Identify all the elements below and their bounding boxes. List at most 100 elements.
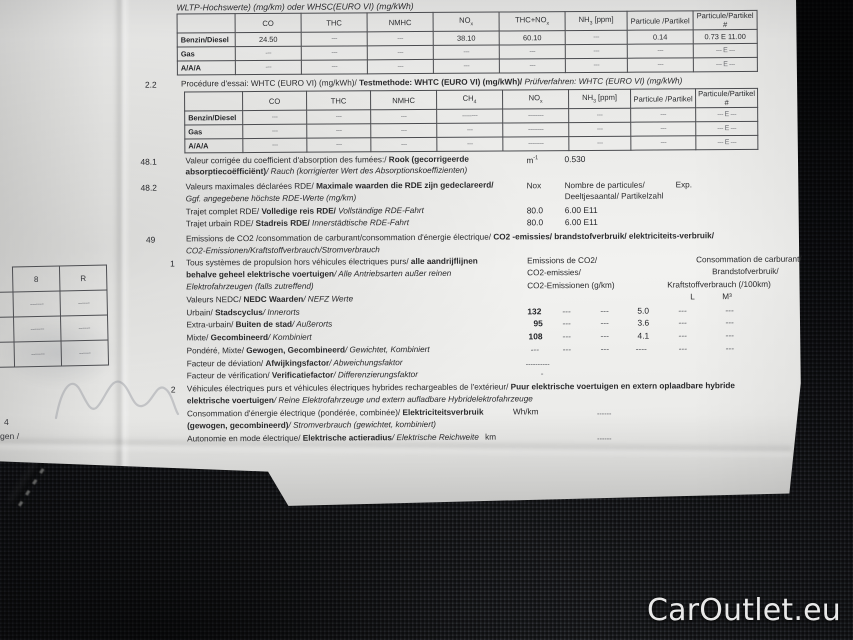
- row-label-aaa: A/A/A: [177, 60, 236, 75]
- cell: --- E ---: [693, 43, 758, 58]
- label-de: / Rauch (korrigierter Wert des Absorptio…: [266, 165, 468, 176]
- head-fuel-de: Kraftstoffverbrauch (/100km): [667, 279, 771, 290]
- cell: --------: [502, 122, 569, 137]
- cell: ---: [367, 59, 434, 74]
- fragment-col-b: 8: [12, 266, 60, 292]
- row-label-aaa: A/A/A: [184, 138, 243, 153]
- label-fr: Valeur corrigée du coefficient d'absorpt…: [185, 155, 389, 166]
- title-de: Prüfverfahren: WHTC (EURO VI) (mg/kWh): [524, 76, 683, 87]
- cell: ---: [436, 136, 503, 152]
- label-fr: Emissions de CO2 /consommation de carbur…: [185, 232, 494, 244]
- cell: ---: [630, 107, 696, 123]
- section-number-48-1: 48.1: [140, 156, 157, 167]
- cell: 38.10: [433, 31, 500, 46]
- label-nl: CO2 -emissies/ brandstofverbruik/ elektr…: [493, 231, 715, 242]
- col-particule-num: Particule/Partikel #: [695, 88, 758, 108]
- unit-absorption: m-1: [526, 155, 538, 166]
- rde-row-urban: Trajet urbain RDE/ Stadreis RDE/ Innerst…: [185, 218, 409, 229]
- section-number-49: 49: [145, 234, 156, 245]
- row-extra-urban-label: Extra-urbain/ Buiten de stad/ Außerorts: [186, 320, 332, 331]
- subsection-number-2: 2: [170, 384, 176, 395]
- label-nl: (gewogen, gecombineerd): [187, 420, 289, 431]
- label-nl2: absorptiecoëfficiënt): [185, 166, 267, 177]
- cell: 60.10: [499, 30, 566, 46]
- cell: --- E ---: [695, 135, 758, 150]
- label-nl: Rook (gecorrigeerde: [388, 154, 469, 165]
- cell: ---: [568, 108, 631, 123]
- watermark-caroutlet: CarOutlet.eu: [646, 593, 841, 628]
- value-verification-factor: -: [540, 369, 544, 379]
- head-co2-de: CO2-Emissionen (g/km): [527, 280, 615, 291]
- sub1-nedc-line: Valeurs NEDC/ NEDC Waarden/ NEFZ Werte: [186, 294, 353, 305]
- left-fragment-stub-number: 4: [4, 417, 9, 427]
- rde-full-nox: 80.0: [526, 205, 544, 216]
- value-co2-weighted: ---: [530, 344, 540, 355]
- label-fr: Autonomie en mode électrique/: [187, 433, 303, 444]
- value-co2c-extra-urban: ---: [600, 317, 609, 328]
- cell: -------: [13, 316, 62, 342]
- cell: ---: [306, 123, 371, 139]
- row-deviation-factor-label: Facteur de déviation/ Afwijkingsfactor/ …: [187, 358, 403, 369]
- cell: ---: [370, 109, 437, 124]
- cell: ------: [59, 290, 108, 317]
- label-nl: Gewogen, Gecombineerd: [246, 345, 345, 356]
- row-weighted-mixed-label: Pondéré, Mixte/ Gewogen, Gecombineerd/ G…: [186, 345, 430, 356]
- label-nl: Elektrische actieradius: [302, 433, 392, 443]
- cell: ---: [367, 45, 434, 60]
- value-electric-range: ------: [597, 433, 612, 443]
- cell: ---: [433, 45, 500, 60]
- row-urban-label: Urbain/ Stadscyclus/ Innerorts: [186, 308, 299, 319]
- unit-exponent: -1: [533, 155, 539, 162]
- col-nh3: NH3 [ppm]: [565, 11, 628, 31]
- cell: --- E ---: [695, 107, 758, 122]
- value-co2-extra-urban: 95: [533, 318, 543, 329]
- cell: ---: [306, 109, 371, 125]
- unit-wh-per-km: Wh/km: [512, 407, 539, 417]
- value-co2b-weighted: ---: [562, 344, 572, 355]
- cell: ---: [370, 137, 437, 152]
- table-header-row: 8 R: [0, 265, 107, 293]
- cell: ------: [61, 340, 109, 366]
- label-nl: Elektriciteitsverbruik: [402, 407, 484, 418]
- label-fr: Valeurs NEDC/: [186, 295, 244, 305]
- value-x-weighted: ---: [725, 343, 735, 354]
- rde-urban-nox: 80.0: [526, 217, 544, 228]
- head-co2-fr: Emissions de CO2/: [527, 255, 598, 266]
- cell: ---: [627, 43, 694, 59]
- label-de: / Differenzierungsfaktor: [333, 370, 418, 380]
- fragment-col-r: R: [59, 265, 107, 292]
- sub1-line3-de: Elektrofahrzeugen (falls zutreffend): [186, 281, 314, 292]
- table-row: A/A/A --- --- --- --- --- --- --- --- E …: [177, 57, 758, 75]
- label-fr: Pondéré, Mixte/: [186, 346, 247, 356]
- rde-row-full: Trajet complet RDE/ Volledige reis RDE/ …: [186, 206, 424, 217]
- value-deviation-factor: ----------: [525, 359, 550, 369]
- title-nl: Testmethode: WHTC (EURO VI) (mg/kWh)/: [359, 77, 525, 88]
- table-whtc: CO THC NMHC CH4 NOx NH3 [ppm] Particule …: [184, 88, 758, 154]
- label-fr: Véhicules électriques purs et véhicules …: [186, 382, 511, 394]
- label-fr: Trajet urbain RDE/: [185, 219, 256, 229]
- cell: ------: [60, 315, 109, 342]
- subsection-number-1: 1: [170, 258, 175, 269]
- cell: ---: [242, 110, 307, 125]
- col-thc-nox: THC+NOx: [499, 11, 566, 32]
- cell: ---: [565, 44, 628, 59]
- value-m3-urban: ---: [678, 305, 687, 316]
- value-x-urban: ---: [725, 305, 734, 316]
- heading-wltp: WLTP-Hochswerte) (mg/km) oder WHSC(EURO …: [176, 1, 414, 13]
- cell: ---: [627, 57, 694, 73]
- value-co2b-extra-urban: ---: [562, 318, 571, 329]
- col-nmhc: NMHC: [370, 90, 437, 110]
- col-nh3: NH3 [ppm]: [568, 89, 631, 109]
- cell: -------: [14, 341, 62, 367]
- label-nl: NEDC Waarden: [243, 294, 304, 305]
- value-x-extra-urban: ---: [725, 317, 734, 328]
- cell: ---: [565, 58, 628, 73]
- row-label-benzin-diesel: Benzin/Diesel: [184, 110, 243, 125]
- left-page-fragment-table: 8 R ---- --- ---- -- ---- --- - ----- -- ---…: [0, 265, 109, 369]
- row-label-gas: Gas: [184, 124, 243, 139]
- label-de: / Abweichungsfaktor: [329, 358, 403, 368]
- section-number-2-2: 2.2: [144, 79, 157, 90]
- cell: ---: [565, 30, 628, 45]
- cell: 0.14: [627, 29, 694, 45]
- label-nl: alle aandrijflijnen: [410, 256, 478, 267]
